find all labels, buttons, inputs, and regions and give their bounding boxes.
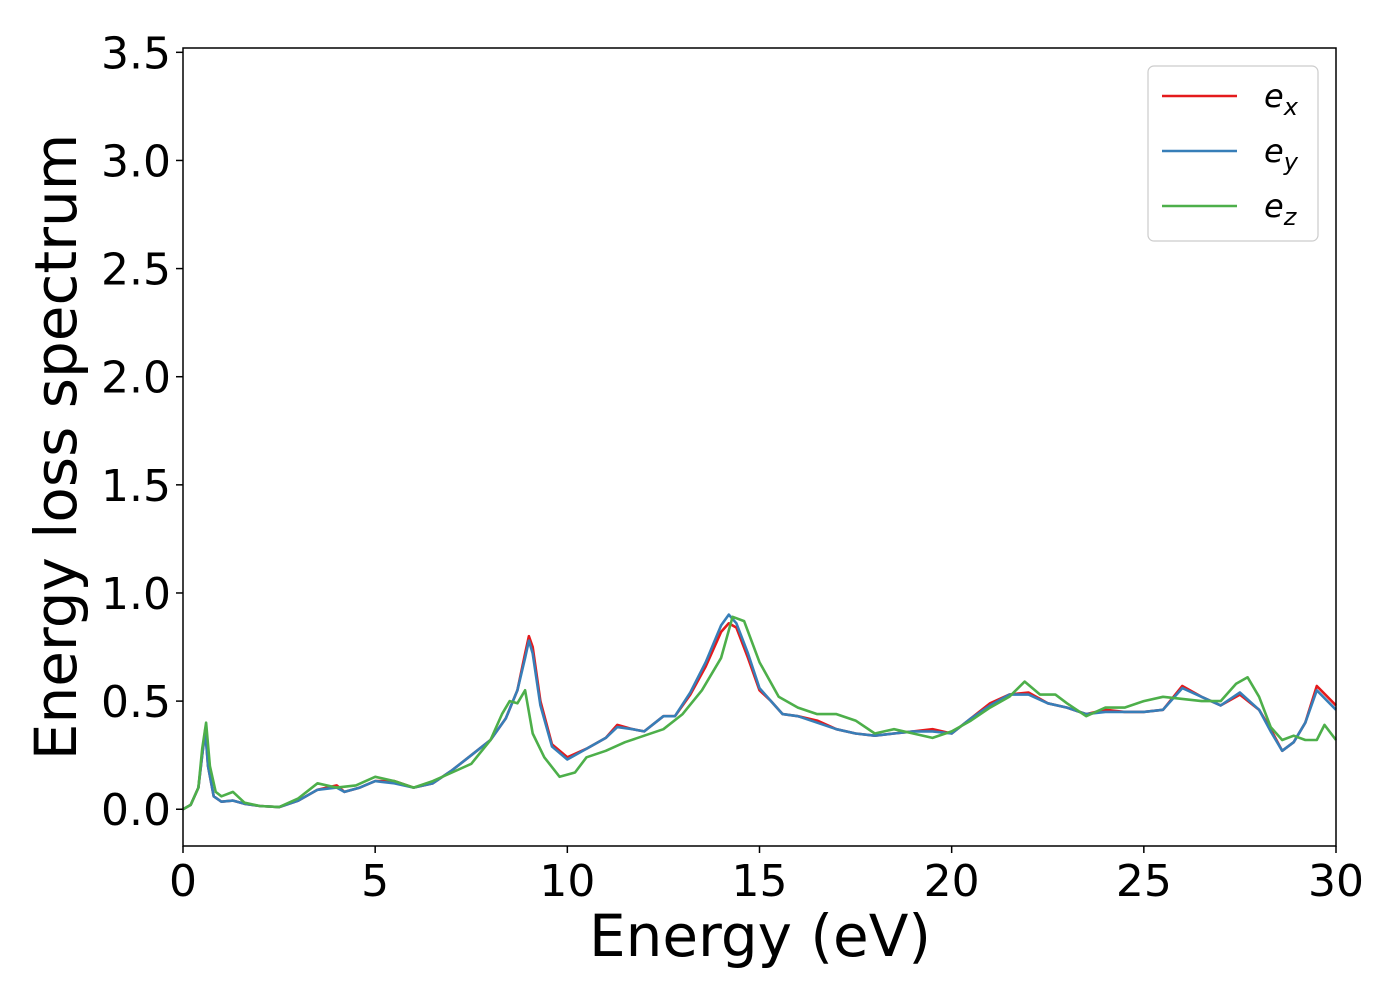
- x-tick-label: 25: [1116, 856, 1172, 907]
- y-tick-label: 1.0: [101, 569, 171, 620]
- y-tick-label: 2.0: [101, 353, 171, 404]
- y-axis-label: Energy loss spectrum: [22, 134, 90, 760]
- y-tick-label: 2.5: [101, 245, 171, 296]
- legend-label-x: ex: [1264, 77, 1299, 121]
- y-tick-label: 3.5: [101, 28, 171, 79]
- x-tick-label: 15: [732, 856, 788, 907]
- series-layer: [182, 613, 1338, 811]
- series-line-x: [182, 622, 1337, 811]
- x-tick-label: 5: [361, 856, 389, 907]
- y-axis-ticks: 0.0 0.5 1.0 1.5 2.0 2.5 3.0 3.5: [101, 28, 183, 836]
- x-tick-label: 20: [924, 856, 980, 907]
- x-tick-label: 30: [1308, 856, 1364, 907]
- y-tick-label: 1.5: [101, 461, 171, 512]
- legend-label-z: ez: [1264, 187, 1298, 231]
- legend: ex ey ez: [1147, 65, 1319, 242]
- x-axis-label: Energy (eV): [589, 902, 931, 970]
- x-tick-label: 0: [169, 856, 197, 907]
- legend-box: [1147, 65, 1319, 242]
- series-line-y: [182, 613, 1337, 811]
- legend-label-y: ey: [1264, 132, 1299, 176]
- x-tick-label: 10: [539, 856, 595, 907]
- y-tick-label: 0.0: [101, 785, 171, 836]
- series-line-z: [182, 615, 1338, 811]
- x-axis-ticks: 0 5 10 15 20 25 30: [169, 846, 1364, 907]
- y-tick-label: 0.5: [101, 677, 171, 728]
- y-tick-label: 3.0: [101, 136, 171, 187]
